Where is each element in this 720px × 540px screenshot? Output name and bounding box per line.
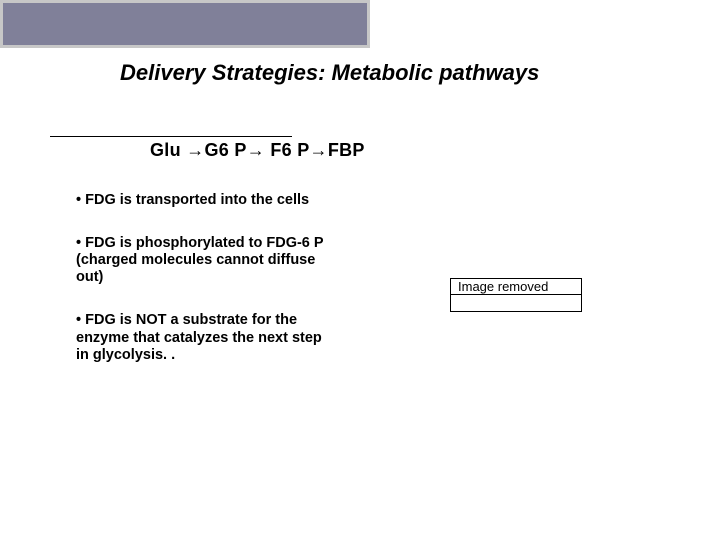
pathway-text: Glu →G6 P→ F6 P→FBP — [150, 140, 550, 161]
bullet-item: • FDG is transported into the cells — [76, 192, 336, 209]
horizontal-rule — [50, 136, 292, 137]
bullet-text: FDG is phosphorylated to FDG-6 P (charge… — [76, 235, 323, 285]
header-decoration-inner — [3, 3, 367, 45]
image-placeholder-label: Image removed — [458, 280, 578, 294]
bullet-item: • FDG is phosphorylated to FDG-6 P (char… — [76, 235, 336, 286]
bullet-text: FDG is transported into the cells — [85, 192, 309, 208]
slide-title: Delivery Strategies: Metabolic pathways — [120, 60, 700, 86]
slide: Delivery Strategies: Metabolic pathways … — [0, 0, 720, 540]
bullet-list: • FDG is transported into the cells • FD… — [76, 192, 336, 364]
bullet-item: • FDG is NOT a substrate for the enzyme … — [76, 312, 336, 363]
bullet-text: FDG is NOT a substrate for the enzyme th… — [76, 312, 322, 362]
